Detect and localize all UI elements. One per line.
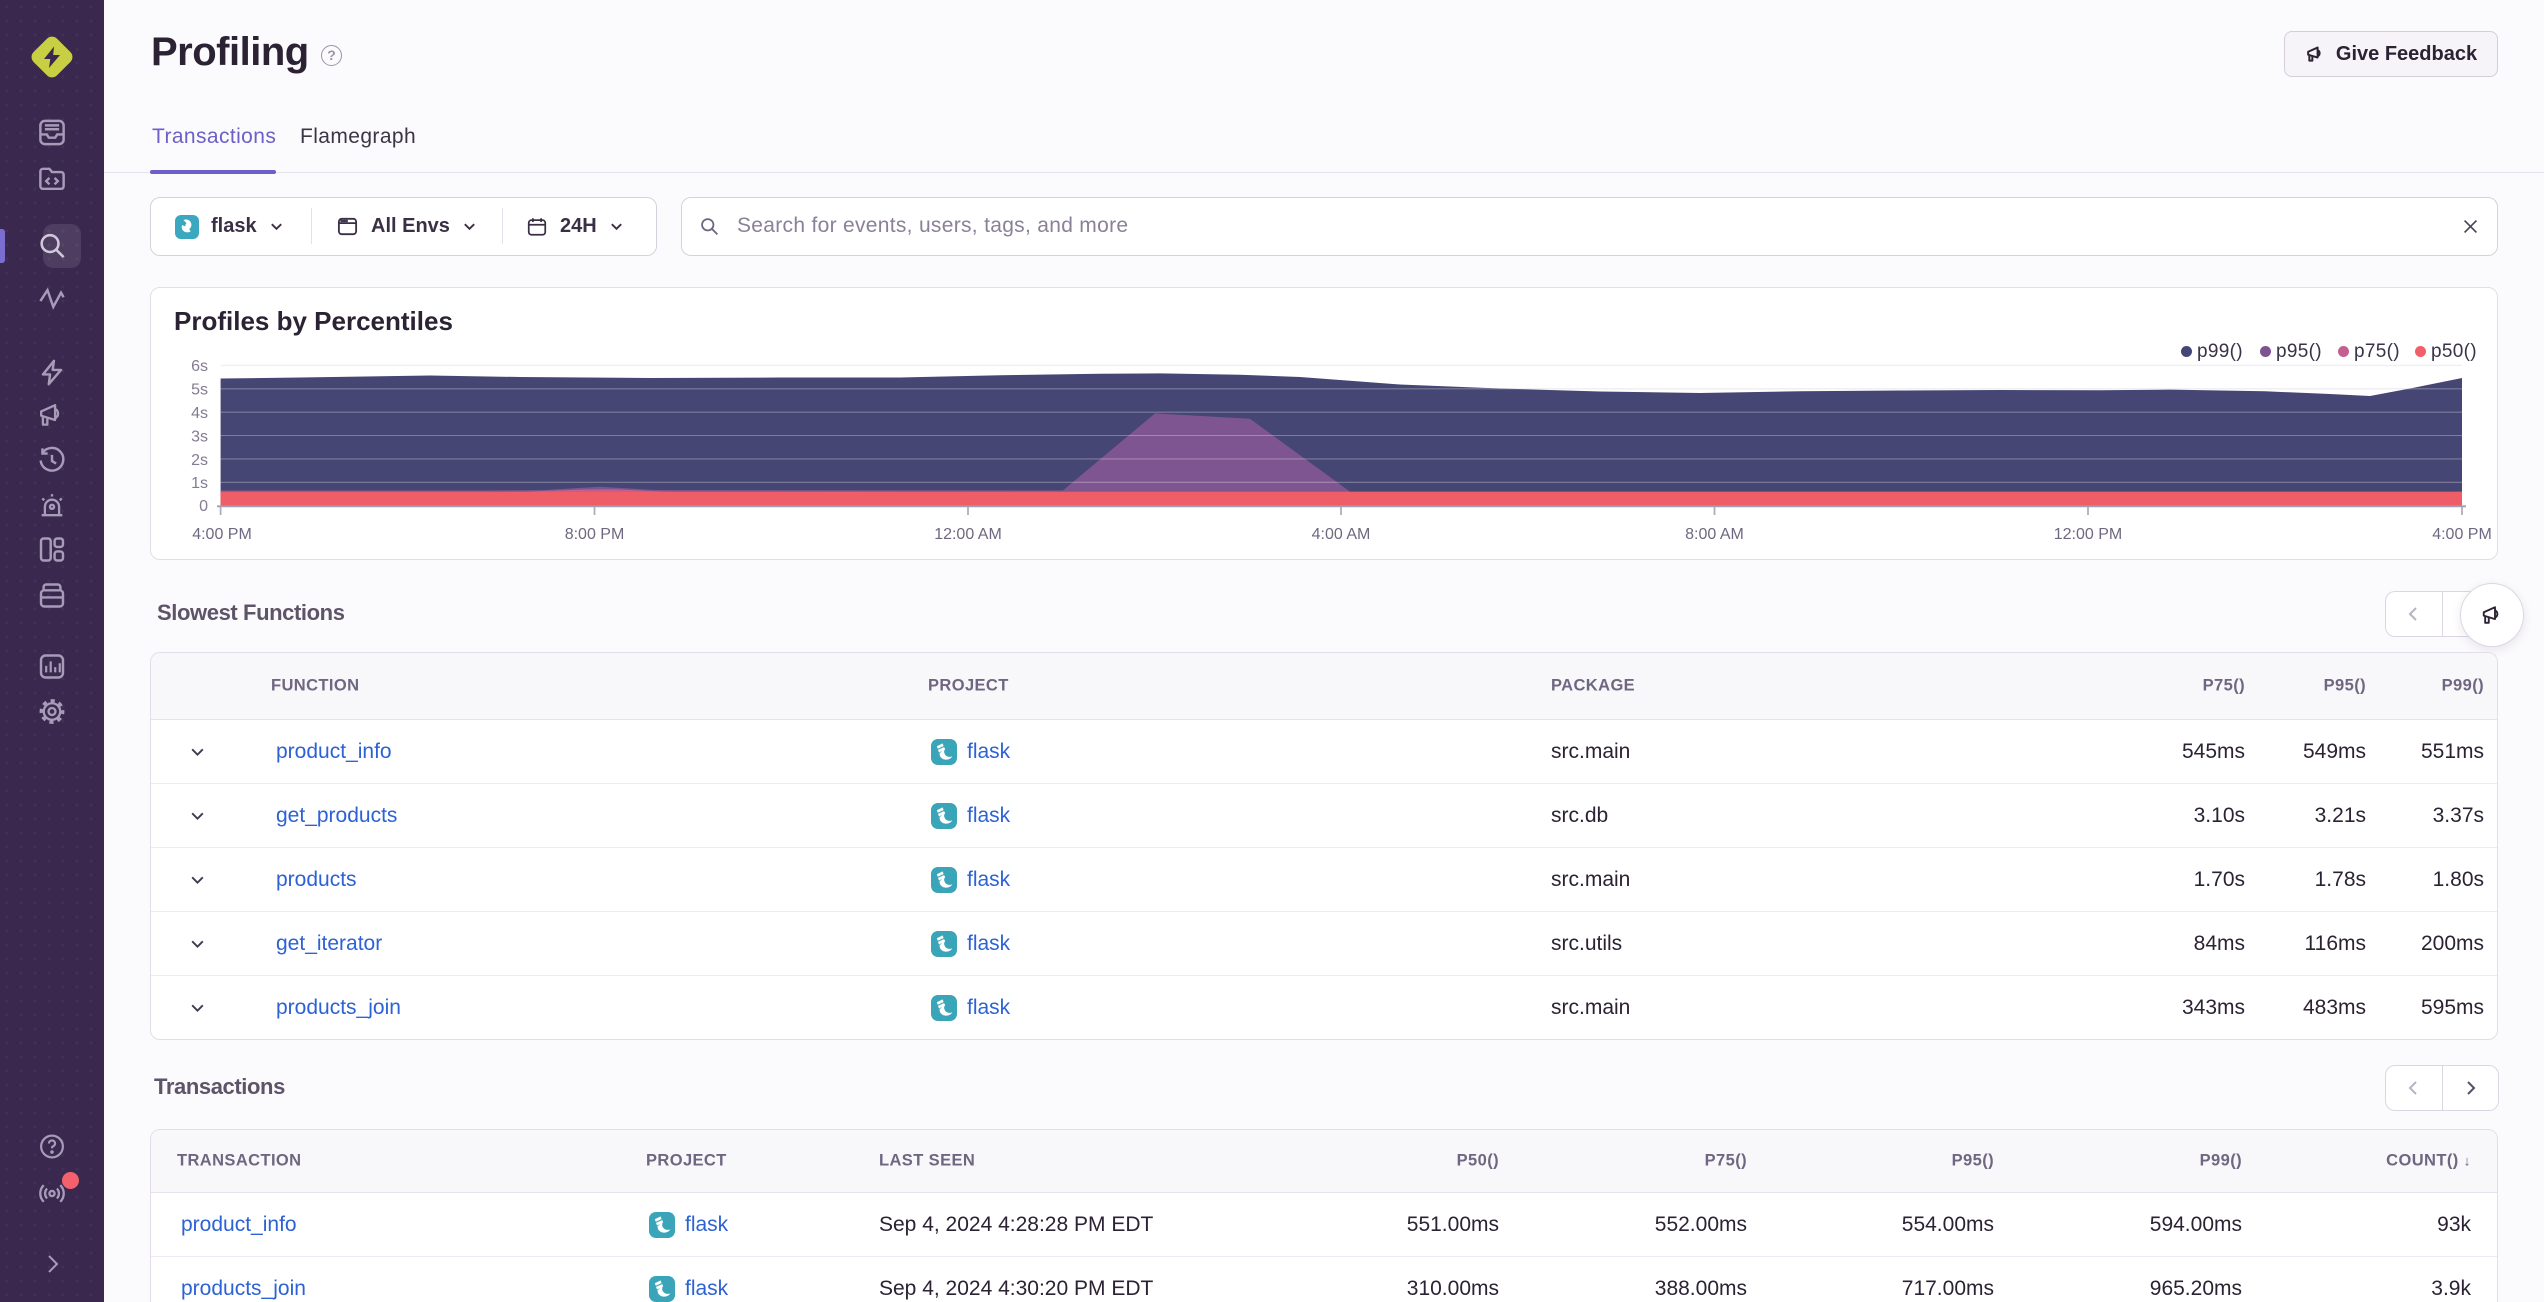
svg-text:3s: 3s — [191, 429, 208, 446]
svg-text:4s: 4s — [191, 405, 208, 422]
svg-text:4:00 PM: 4:00 PM — [192, 526, 252, 543]
svg-text:0: 0 — [199, 498, 208, 515]
svg-text:6s: 6s — [191, 358, 208, 375]
svg-text:1s: 1s — [191, 475, 208, 492]
svg-text:8:00 AM: 8:00 AM — [1685, 526, 1744, 543]
svg-text:5s: 5s — [191, 382, 208, 399]
svg-text:4:00 PM: 4:00 PM — [2432, 526, 2492, 543]
svg-text:4:00 AM: 4:00 AM — [1312, 526, 1371, 543]
svg-text:2s: 2s — [191, 452, 208, 469]
svg-text:8:00 PM: 8:00 PM — [565, 526, 625, 543]
svg-text:12:00 AM: 12:00 AM — [934, 526, 1002, 543]
svg-text:12:00 PM: 12:00 PM — [2054, 526, 2122, 543]
